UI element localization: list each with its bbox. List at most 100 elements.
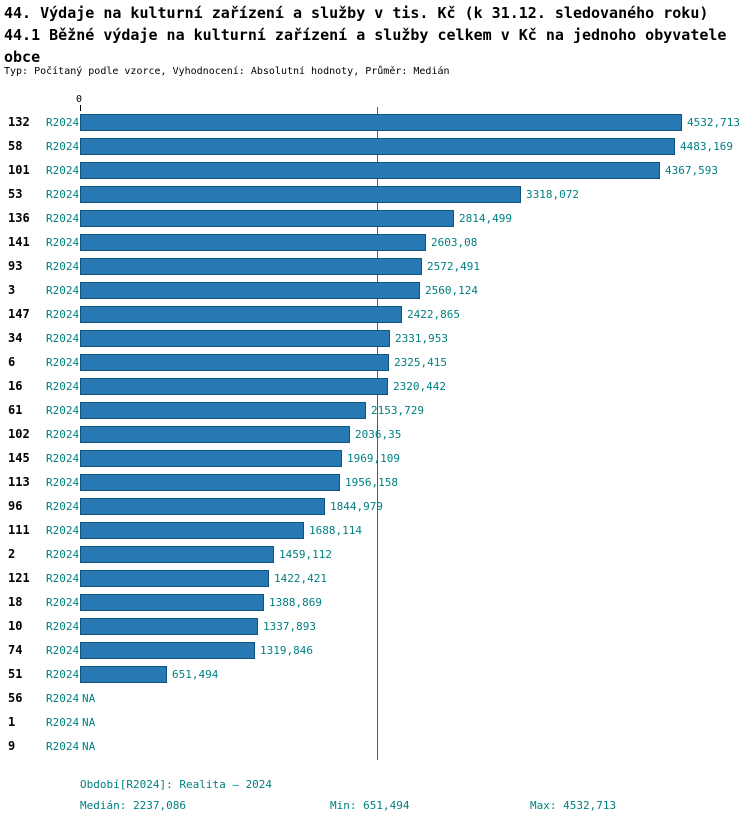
bar-value-label: 2153,729 (371, 404, 424, 417)
row-category-label: 147 (8, 307, 30, 321)
chart-row: 51 R2024 651,494 (0, 663, 750, 687)
row-category-label: 121 (8, 571, 30, 585)
axis-origin-label: 0 (76, 94, 83, 105)
bar (80, 234, 426, 251)
bar-value-label: 1956,158 (345, 476, 398, 489)
chart-row: 18 R2024 1388,869 (0, 591, 750, 615)
row-period-label: R2024 (46, 116, 80, 129)
bar-value-label: 1459,112 (279, 548, 332, 561)
row-category-label: 3 (8, 283, 16, 297)
bar (80, 258, 422, 275)
chart-title-block: 44. Výdaje na kulturní zařízení a služby… (4, 2, 748, 68)
row-period-label: R2024 (46, 572, 80, 585)
row-category-label: 2 (8, 547, 16, 561)
row-period-label: R2024 (46, 428, 80, 441)
bar-value-label: 651,494 (172, 668, 219, 681)
bar-value-label: 3318,072 (526, 188, 579, 201)
row-category-label: 9 (8, 739, 16, 753)
bar (80, 162, 660, 179)
row-category-label: 61 (8, 403, 23, 417)
bar (80, 402, 366, 419)
row-period-label: R2024 (46, 404, 80, 417)
row-period-label: R2024 (46, 692, 80, 705)
chart-row: 34 R2024 2331,953 (0, 327, 750, 351)
row-category-label: 141 (8, 235, 30, 249)
row-period-label: R2024 (46, 500, 80, 513)
row-period-label: R2024 (46, 188, 80, 201)
row-category-label: 16 (8, 379, 23, 393)
chart-row: 9 R2024 NA (0, 735, 750, 759)
bar-value-label: 1844,979 (330, 500, 383, 513)
row-period-label: R2024 (46, 452, 80, 465)
bar-value-label: 4367,593 (665, 164, 718, 177)
row-period-label: R2024 (46, 644, 80, 657)
row-period-label: R2024 (46, 356, 80, 369)
chart-row: 136 R2024 2814,499 (0, 207, 750, 231)
row-period-label: R2024 (46, 332, 80, 345)
row-category-label: 18 (8, 595, 23, 609)
chart-row: 121 R2024 1422,421 (0, 567, 750, 591)
chart-row: 1 R2024 NA (0, 711, 750, 735)
row-category-label: 6 (8, 355, 16, 369)
bar-value-label: 2603,08 (431, 236, 478, 249)
row-category-label: 53 (8, 187, 23, 201)
chart-row: 56 R2024 NA (0, 687, 750, 711)
row-category-label: 96 (8, 499, 23, 513)
row-category-label: 145 (8, 451, 30, 465)
row-period-label: R2024 (46, 716, 80, 729)
row-period-label: R2024 (46, 236, 80, 249)
axis-origin-tick (80, 105, 81, 111)
footer-min-label: Min: 651,494 (330, 799, 410, 812)
bar (80, 570, 269, 587)
chart-row: 53 R2024 3318,072 (0, 183, 750, 207)
row-period-label: R2024 (46, 668, 80, 681)
chart-row: 2 R2024 1459,112 (0, 543, 750, 567)
row-period-label: R2024 (46, 740, 80, 753)
bar-value-label: 2572,491 (427, 260, 480, 273)
bar-value-label: 2814,499 (459, 212, 512, 225)
row-category-label: 34 (8, 331, 23, 345)
row-category-label: 58 (8, 139, 23, 153)
bar-value-label: NA (82, 716, 96, 729)
chart-row: 93 R2024 2572,491 (0, 255, 750, 279)
row-category-label: 136 (8, 211, 30, 225)
row-period-label: R2024 (46, 620, 80, 633)
row-period-label: R2024 (46, 164, 80, 177)
bar-value-label: NA (82, 740, 96, 753)
footer-max-label: Max: 4532,713 (530, 799, 617, 812)
row-category-label: 102 (8, 427, 30, 441)
footer-period-label: Období[R2024]: Realita – 2024 (80, 778, 273, 791)
bar-value-label: 1969,109 (347, 452, 400, 465)
row-period-label: R2024 (46, 548, 80, 561)
bar (80, 282, 420, 299)
row-category-label: 113 (8, 475, 30, 489)
bar-value-label: 1688,114 (309, 524, 362, 537)
bar (80, 450, 342, 467)
bar (80, 210, 454, 227)
bar-value-label: 1337,893 (263, 620, 316, 633)
chart-title-line1: 44. Výdaje na kulturní zařízení a služby… (4, 4, 709, 22)
row-category-label: 56 (8, 691, 23, 705)
bar (80, 114, 682, 131)
bar (80, 666, 167, 683)
chart-title-line2: 44.1 Běžné výdaje na kulturní zařízení a… (4, 26, 727, 66)
chart-row: 10 R2024 1337,893 (0, 615, 750, 639)
row-period-label: R2024 (46, 260, 80, 273)
bar (80, 354, 389, 371)
chart-row: 96 R2024 1844,979 (0, 495, 750, 519)
chart-row: 147 R2024 2422,865 (0, 303, 750, 327)
bar-value-label: 2331,953 (395, 332, 448, 345)
chart-row: 58 R2024 4483,169 (0, 135, 750, 159)
row-category-label: 93 (8, 259, 23, 273)
bar (80, 522, 304, 539)
bar-value-label: 1388,869 (269, 596, 322, 609)
bar (80, 306, 402, 323)
bar (80, 618, 258, 635)
bar (80, 642, 255, 659)
row-period-label: R2024 (46, 284, 80, 297)
bar-value-label: 4532,713 (687, 116, 740, 129)
chart-row: 141 R2024 2603,08 (0, 231, 750, 255)
row-category-label: 132 (8, 115, 30, 129)
chart-rows: 132 R2024 4532,713 58 R2024 4483,169 101 R2024 4… (0, 111, 750, 759)
